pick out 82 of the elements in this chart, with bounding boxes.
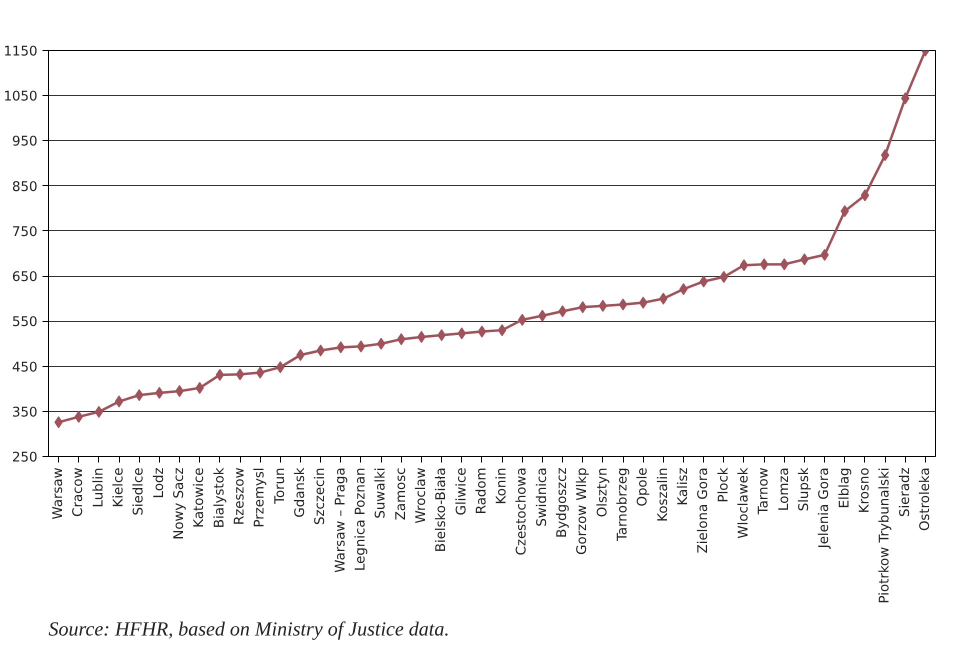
point <box>155 386 164 399</box>
x-tick-label: Bialystok <box>212 467 228 528</box>
x-tick-label: Opole <box>636 467 651 507</box>
point <box>880 149 890 162</box>
x-tick-label: Lublin <box>91 468 106 508</box>
x-tick-label: Nowy Sacz <box>172 467 188 540</box>
x-tick-label: Gliwice <box>454 467 470 516</box>
point <box>94 406 104 418</box>
point <box>679 283 688 296</box>
x-tick-label: Wroclaw <box>414 467 429 524</box>
point <box>376 338 386 350</box>
x-tick-label: Kalisz <box>676 467 692 506</box>
x-tick-label: Lodz <box>152 467 167 498</box>
x-tick-label: Konin <box>494 468 510 504</box>
x-tick-label: Warsaw <box>51 467 66 520</box>
x-tick-label: Bydgoszcz <box>555 467 570 538</box>
x-tick-label: Zielona Gora <box>696 467 712 554</box>
point <box>618 298 628 310</box>
x-tick-label: Koszalin <box>656 467 671 522</box>
y-tick-label: 550 <box>12 315 38 330</box>
point <box>740 259 748 272</box>
point <box>538 310 547 322</box>
x-tick-label: Czestochowa <box>514 467 530 556</box>
point <box>236 368 244 380</box>
point <box>296 349 305 361</box>
y-tick-label: 1050 <box>4 90 38 105</box>
y-tick-label: 950 <box>12 134 38 150</box>
point <box>356 340 366 352</box>
x-tick-label: Warsaw – Praga <box>333 467 348 573</box>
y-tick-label: 450 <box>12 360 38 376</box>
y-tick-label: 850 <box>12 180 38 195</box>
point <box>860 189 870 202</box>
x-tick-label: Gorzow Wlkp <box>575 467 590 555</box>
x-tick-label: Radom <box>474 468 490 514</box>
source-note: Source: HFHR, based on Ministry of Justice data. <box>48 618 450 640</box>
x-tick-label: Lomza <box>776 467 792 511</box>
x-tick-label: Zamosc <box>394 467 409 520</box>
point <box>800 253 809 266</box>
x-tick-label: Jelenia Gora <box>817 468 832 550</box>
y-tick-label: 1150 <box>4 44 38 60</box>
point <box>175 385 184 398</box>
point <box>114 395 124 408</box>
x-tick-label: Tarnobrzeg <box>616 468 631 542</box>
x-tick-label: Katowice <box>192 467 208 528</box>
point <box>316 344 325 356</box>
point <box>558 305 567 318</box>
point <box>478 326 486 338</box>
point <box>216 368 224 381</box>
x-tick-label: Plock <box>716 467 732 502</box>
point <box>820 248 829 261</box>
x-tick-label: Olsztyn <box>595 467 610 518</box>
x-tick-label: Kielce <box>112 468 127 508</box>
point <box>659 292 668 305</box>
x-tick-label: Swidnica <box>534 468 550 527</box>
x-tick-label: Ostroleka <box>918 467 933 532</box>
point <box>437 329 446 342</box>
point <box>760 258 768 270</box>
point <box>417 330 426 343</box>
y-tick-label: 250 <box>12 450 38 466</box>
x-tick-label: Przemysl <box>252 467 268 528</box>
x-tick-label: Wloclawek <box>736 467 752 539</box>
x-tick-label: Slupsk <box>796 467 812 512</box>
x-tick-label: Legnica Poznan <box>353 467 368 572</box>
x-tick-label: Piotrkow Trybunalski <box>878 467 893 604</box>
x-tick-label: Krosno <box>857 467 872 514</box>
y-tick-label: 350 <box>12 405 38 420</box>
x-tick-label: Rzeszow <box>232 467 248 525</box>
x-tick-label: Tarnow <box>756 467 772 516</box>
x-tick-label: Suwalki <box>374 467 389 519</box>
x-tick-label: Elblag <box>837 467 852 508</box>
x-tick-label: Szczecin <box>313 467 328 525</box>
point <box>598 300 608 312</box>
x-tick-label: Sieradz <box>898 467 913 517</box>
x-tick-label: Bielsko-Biała <box>434 467 450 552</box>
point <box>54 416 63 428</box>
y-tick-label: 650 <box>12 270 38 286</box>
x-tick-label: Siedlce <box>132 467 147 516</box>
x-tick-label: Cracow <box>71 467 86 517</box>
y-tick-label: 750 <box>12 224 38 240</box>
point <box>498 324 506 336</box>
x-tick-label: Gdansk <box>292 467 308 518</box>
x-tick-label: Torun <box>272 468 288 505</box>
